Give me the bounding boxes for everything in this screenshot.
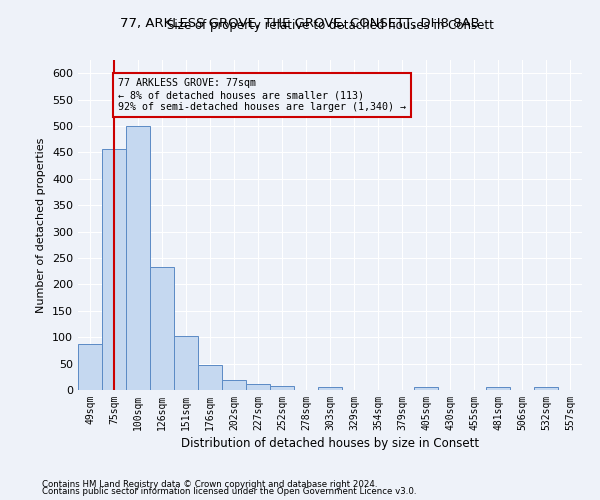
Bar [102,148,126,390]
Bar [486,388,510,390]
Bar [414,388,438,390]
X-axis label: Distribution of detached houses by size in Consett: Distribution of detached houses by size … [181,437,479,450]
Bar [198,365,222,390]
Bar [126,126,150,390]
Bar [246,384,270,390]
Bar [78,344,102,390]
Text: 77, ARKLESS GROVE, THE GROVE, CONSETT, DH8 8AB: 77, ARKLESS GROVE, THE GROVE, CONSETT, D… [120,18,480,30]
Bar [318,388,342,390]
Y-axis label: Number of detached properties: Number of detached properties [37,138,46,312]
Text: Contains public sector information licensed under the Open Government Licence v3: Contains public sector information licen… [42,488,416,496]
Bar [222,380,246,390]
Bar [534,388,558,390]
Bar [174,336,198,390]
Text: Contains HM Land Registry data © Crown copyright and database right 2024.: Contains HM Land Registry data © Crown c… [42,480,377,489]
Title: Size of property relative to detached houses in Consett: Size of property relative to detached ho… [167,20,493,32]
Bar [150,267,174,390]
Text: 77 ARKLESS GROVE: 77sqm
← 8% of detached houses are smaller (113)
92% of semi-de: 77 ARKLESS GROVE: 77sqm ← 8% of detached… [118,78,406,112]
Bar [270,386,294,390]
